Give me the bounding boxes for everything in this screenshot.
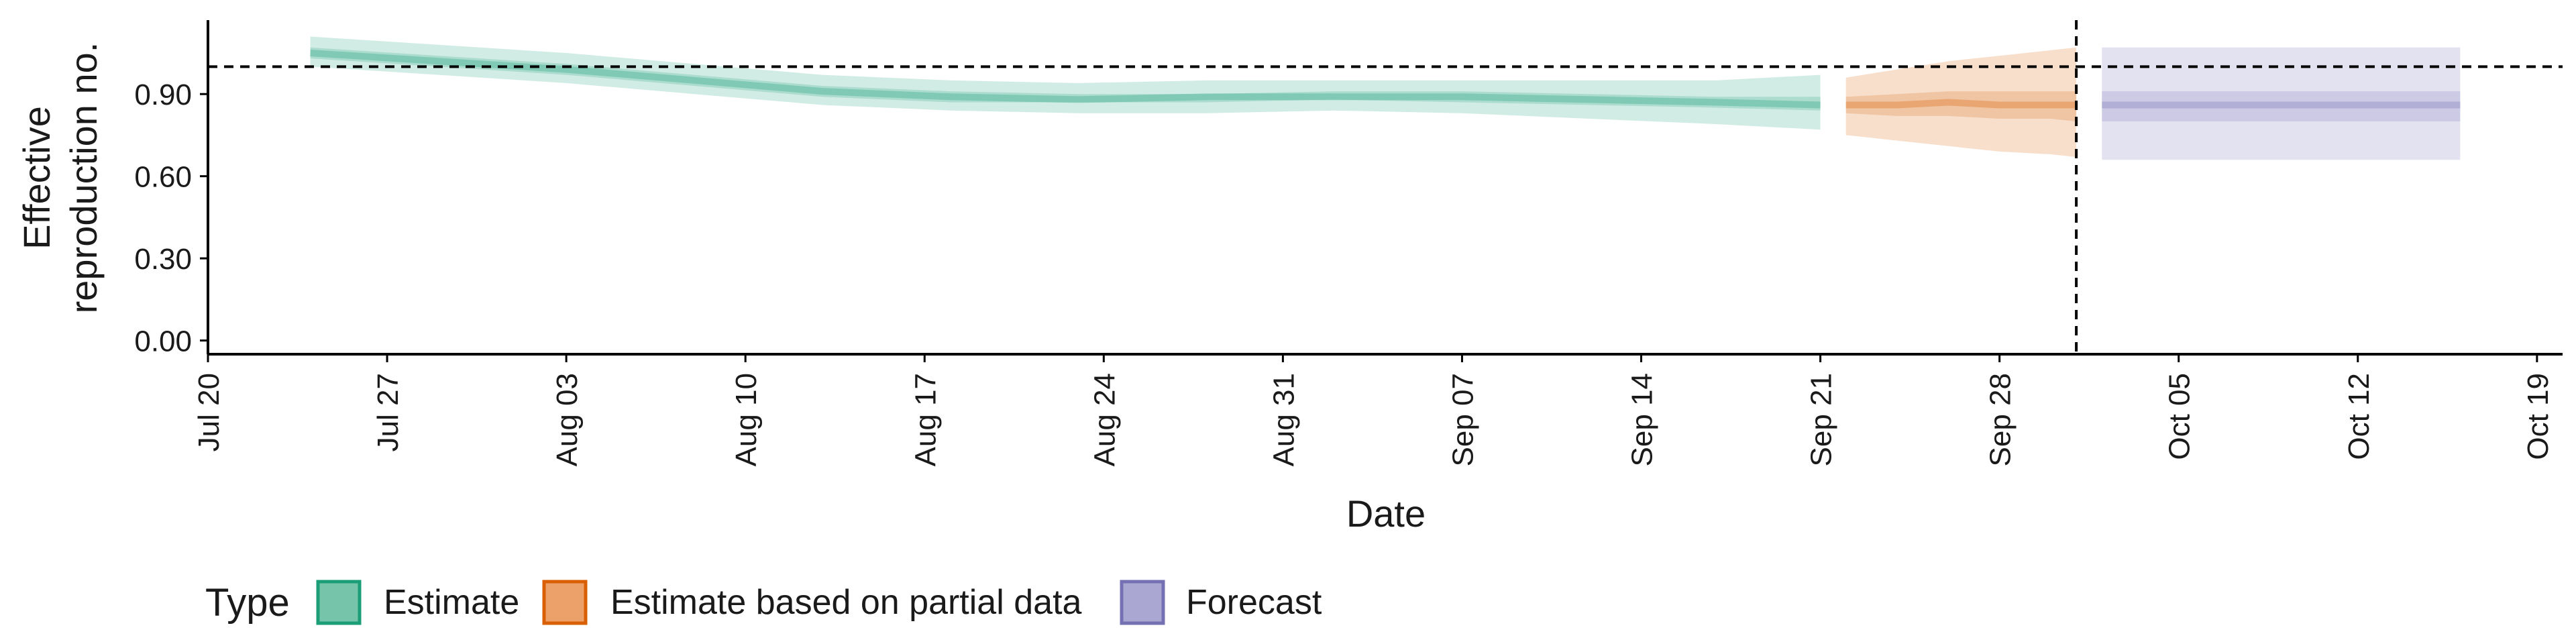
chart-bands (310, 36, 2461, 160)
legend-item-forecast: Forecast (1120, 580, 1322, 625)
legend-key-estimate (316, 580, 362, 625)
legend-key-forecast (1120, 580, 1165, 625)
x-tick-label: Oct 19 (2522, 373, 2555, 460)
band-50-estimate-based-on-partial-data (1845, 91, 2077, 121)
x-tick-label: Aug 31 (1267, 373, 1300, 466)
legend-title: Type (205, 581, 290, 625)
legend-label-estimate: Estimate (384, 583, 519, 622)
x-tick-label: Jul 20 (193, 373, 225, 451)
median-line-estimate-based-on-partial-data (1845, 99, 2077, 109)
x-ticks: Jul 20 Jul 27 Aug 03 Aug 10 Aug 17 Aug 24 Aug … (193, 354, 2555, 466)
x-tick-label: Aug 10 (730, 373, 763, 466)
legend-item-partial: Estimate based on partial data (542, 580, 1082, 625)
x-tick-label: Sep 07 (1446, 373, 1479, 466)
series-forecast (2102, 47, 2461, 160)
band-90-estimate-based-on-partial-data (1845, 47, 2077, 158)
band-90-estimate (310, 36, 1821, 130)
y-tick-label: 0.60 (134, 161, 192, 194)
x-tick-label: Sep 21 (1805, 373, 1838, 466)
legend-label-partial: Estimate based on partial data (610, 583, 1082, 622)
y-axis-title-line-1: Effective (15, 106, 58, 250)
legend-item-estimate: Estimate (316, 580, 519, 625)
reference-lines (208, 20, 2563, 354)
band-50-estimate (310, 47, 1821, 111)
legend-key-partial (542, 580, 588, 625)
x-tick-label: Sep 28 (1984, 373, 2017, 466)
x-tick-label: Aug 03 (551, 373, 584, 466)
y-tick-label: 0.30 (134, 243, 192, 276)
y-tick-label: 0.00 (134, 325, 192, 358)
band-90-forecast (2102, 47, 2461, 160)
x-tick-label: Oct 05 (2163, 373, 2196, 460)
x-tick-label: Jul 27 (372, 373, 405, 451)
chart-axes (207, 20, 2563, 356)
band-50-forecast (2102, 91, 2461, 121)
y-tick-label: 0.90 (134, 78, 192, 111)
x-tick-label: Oct 12 (2343, 373, 2375, 460)
x-tick-label: Sep 14 (1626, 373, 1659, 466)
y-axis-title-line-2: reproduction no. (62, 42, 105, 314)
x-tick-label: Aug 17 (909, 373, 942, 466)
series-estimate-based-on-partial-data (1845, 47, 2077, 158)
x-tick-label: Aug 24 (1088, 373, 1121, 466)
y-ticks: 0.00 0.30 0.60 0.90 (134, 78, 208, 358)
median-line-estimate (310, 50, 1821, 109)
series-estimate (310, 36, 1821, 130)
legend: Type Estimate Estimate based on partial … (205, 580, 1322, 625)
legend-label-forecast: Forecast (1186, 583, 1322, 622)
x-axis-title: Date (1346, 492, 1426, 535)
